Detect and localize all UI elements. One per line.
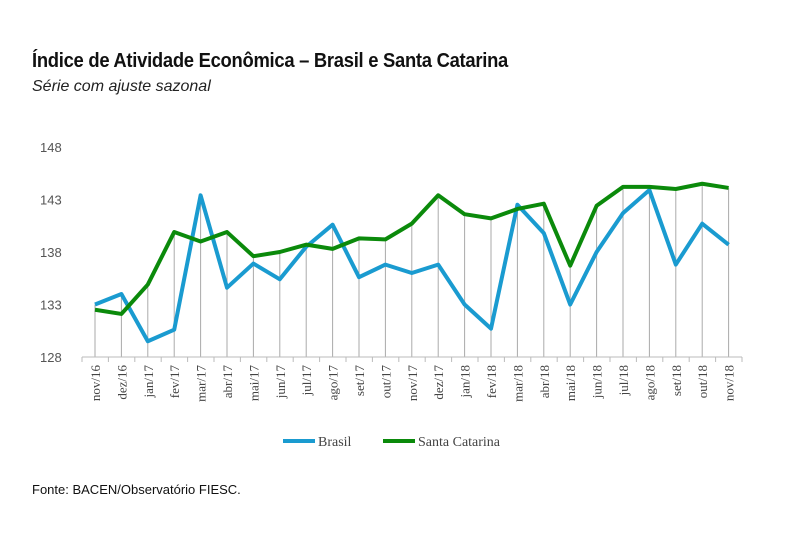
x-tick-label: abr/17 [220, 365, 235, 399]
x-tick-label: abr/18 [537, 365, 552, 398]
x-tick-label: nov/17 [405, 365, 420, 402]
x-tick-label: dez/16 [114, 365, 129, 400]
x-tick-label: jul/17 [299, 365, 314, 397]
x-tick-label: dez/17 [431, 365, 446, 400]
y-tick-label: 143 [40, 193, 62, 208]
legend-label: Santa Catarina [418, 435, 501, 450]
y-tick-label: 148 [40, 140, 62, 155]
x-tick-label: jun/18 [590, 365, 605, 399]
x-tick-label: ago/18 [642, 365, 657, 400]
y-tick-label: 138 [40, 245, 62, 260]
x-tick-label: ago/17 [326, 365, 341, 401]
source-note: Fonte: BACEN/Observatório FIESC. [32, 482, 241, 497]
chart-subtitle: Série com ajuste sazonal [32, 78, 211, 95]
x-tick-label: jan/17 [141, 365, 156, 399]
legend-label: Brasil [318, 435, 352, 450]
x-tick-label: jun/17 [273, 365, 288, 400]
chart-title: Índice de Atividade Econômica – Brasil e… [32, 50, 508, 72]
x-tick-label: mar/17 [194, 365, 209, 402]
x-tick-label: jan/18 [458, 365, 473, 399]
x-tick-label: out/17 [378, 365, 393, 399]
x-tick-label: nov/18 [722, 365, 737, 401]
x-tick-label: set/18 [669, 365, 684, 396]
x-tick-label: set/17 [352, 365, 367, 397]
y-tick-label: 128 [40, 350, 62, 365]
x-tick-label: out/18 [695, 365, 710, 398]
x-tick-label: mai/17 [246, 365, 261, 402]
x-tick-label: jul/18 [616, 365, 631, 396]
x-tick-label: fev/17 [167, 365, 182, 399]
x-tick-label: fev/18 [484, 365, 499, 398]
y-tick-label: 133 [40, 298, 62, 313]
x-tick-label: mai/18 [563, 365, 578, 401]
x-tick-label: nov/16 [88, 365, 103, 402]
x-tick-label: mar/18 [510, 365, 525, 402]
